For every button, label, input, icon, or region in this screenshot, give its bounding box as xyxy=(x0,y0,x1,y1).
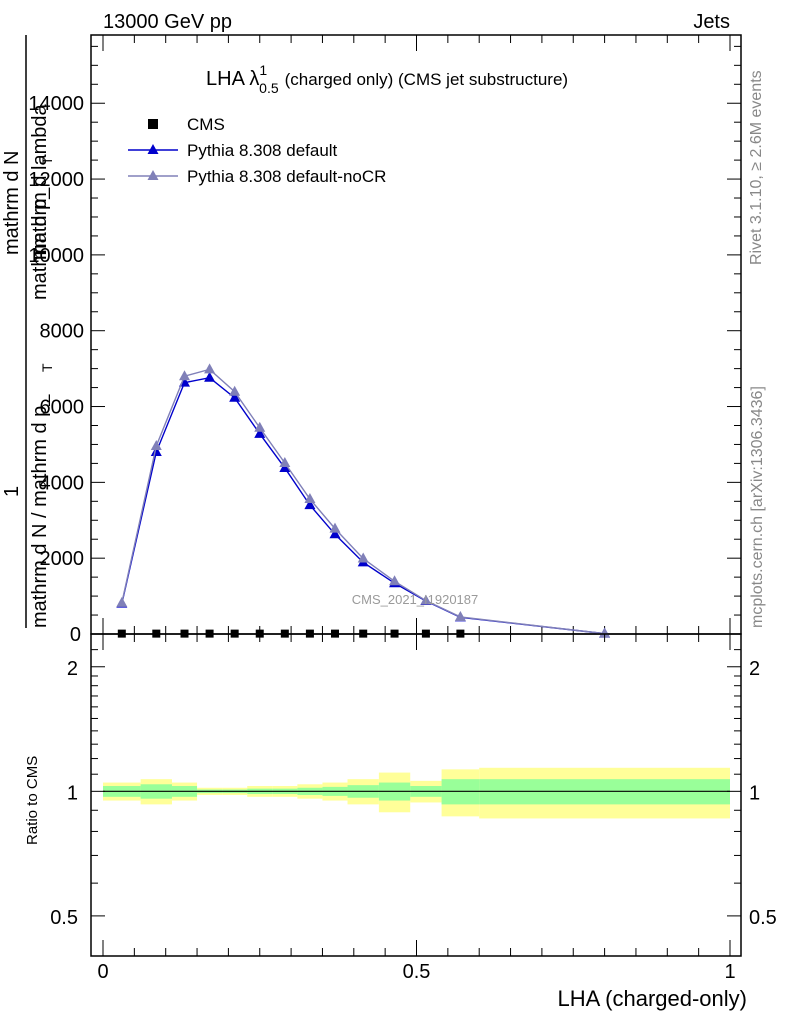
title-rest: (charged only) (CMS jet substructure) xyxy=(285,70,568,89)
ratio-ytick-label-left: 2 xyxy=(67,658,78,680)
pythia-marker-1 xyxy=(150,446,162,457)
main-ytick-label: 8000 xyxy=(40,321,85,343)
rivet-label: Rivet 3.1.10, ≥ 2.6M events xyxy=(748,70,765,265)
ratio-ytick-label-right: 2 xyxy=(749,658,760,680)
ylabel-frac1-sub: T xyxy=(39,156,55,165)
pythia-marker-2 xyxy=(254,421,266,432)
mcplots-label: mcplots.cern.ch [arXiv:1306.3436] xyxy=(749,386,766,628)
legend-marker-pythia xyxy=(147,144,159,154)
ylabel-frac1-den: mathrm d p_ xyxy=(29,187,51,300)
series-line-2 xyxy=(121,368,605,635)
ratio-ylabel: Ratio to CMS xyxy=(24,756,41,845)
pythia-marker-2 xyxy=(179,370,191,381)
ylabel-long-sub: T xyxy=(39,363,55,372)
pythia-marker-2 xyxy=(150,439,162,450)
chart-title: LHA λ1 0.5 (charged only) (CMS jet substru… xyxy=(206,62,568,96)
main-ytick-label: 10000 xyxy=(28,245,84,267)
pythia-marker-1 xyxy=(304,499,316,510)
legend-label: Pythia 8.308 default-noCR xyxy=(187,167,386,186)
ratio-ytick-label-left: 1 xyxy=(67,782,78,804)
ratio-xtick-label: 0.5 xyxy=(403,961,431,983)
ratio-xtick-label: 1 xyxy=(724,961,735,983)
title-sup: 1 xyxy=(259,62,267,78)
main-ytick-label-zero: 0 xyxy=(70,624,81,646)
legend-label: Pythia 8.308 default xyxy=(187,141,338,160)
ylabel-mid: 1 xyxy=(1,486,23,497)
header-right: Jets xyxy=(693,11,730,33)
pythia-marker-2 xyxy=(229,385,241,396)
pythia-marker-2 xyxy=(357,552,369,563)
main-ylabel: mathrm d N mathrm d p_ T mathrm d lambda… xyxy=(1,35,55,628)
main-ytick-label: 12000 xyxy=(28,169,84,191)
pythia-marker-1 xyxy=(229,391,241,402)
ylabel-lambda: mathrm d lambda xyxy=(29,104,51,260)
ratio-ytick-label-right: 0.5 xyxy=(749,907,777,929)
pythia-marker-1 xyxy=(329,528,341,539)
pythia-marker-2 xyxy=(279,457,291,468)
main-ytick-label: 4000 xyxy=(40,472,85,494)
ratio-xtick-label: 0 xyxy=(97,961,108,983)
header-left: 13000 GeV pp xyxy=(103,11,232,33)
main-ytick-label: 6000 xyxy=(40,397,85,419)
main-ytick-label: 14000 xyxy=(28,93,84,115)
ylabel-long: mathrm d N / mathrm d p_ xyxy=(29,394,51,628)
ylabel-frac1-num: mathrm d N xyxy=(1,151,23,255)
title-lambda: LHA λ xyxy=(206,68,259,90)
x-axis-label: LHA (charged-only) xyxy=(557,986,747,1011)
pythia-marker-1 xyxy=(204,371,216,382)
pythia-marker-2 xyxy=(116,596,128,607)
legend-label: CMS xyxy=(187,115,225,134)
pythia-marker-2 xyxy=(389,575,401,586)
ratio-ytick-label-left: 0.5 xyxy=(50,907,78,929)
title-sub: 0.5 xyxy=(259,80,279,96)
pythia-marker-2 xyxy=(599,627,611,638)
legend: CMS Pythia 8.308 default Pythia 8.308 defa… xyxy=(128,115,386,186)
ratio-ytick-label-right: 1 xyxy=(749,782,760,804)
pythia-marker-2 xyxy=(329,522,341,533)
main-ytick-label: 2000 xyxy=(40,548,85,570)
pythia-marker-2 xyxy=(454,610,466,621)
main-plot: 2000 4000 6000 8000 10000 12000 14000 0 CMS Pythi… xyxy=(28,34,742,646)
legend-marker-cms xyxy=(148,119,158,129)
legend-marker-pythia xyxy=(147,170,159,180)
pythia-marker-1 xyxy=(254,427,266,438)
pythia-marker-2 xyxy=(420,594,432,605)
watermark: CMS_2021_I1920187 xyxy=(352,592,479,607)
pythia-marker-2 xyxy=(304,493,316,504)
pythia-marker-2 xyxy=(204,363,216,374)
ratio-plot: 0.5 0.5 1 1 2 2 0 0.5 1 xyxy=(50,633,777,983)
